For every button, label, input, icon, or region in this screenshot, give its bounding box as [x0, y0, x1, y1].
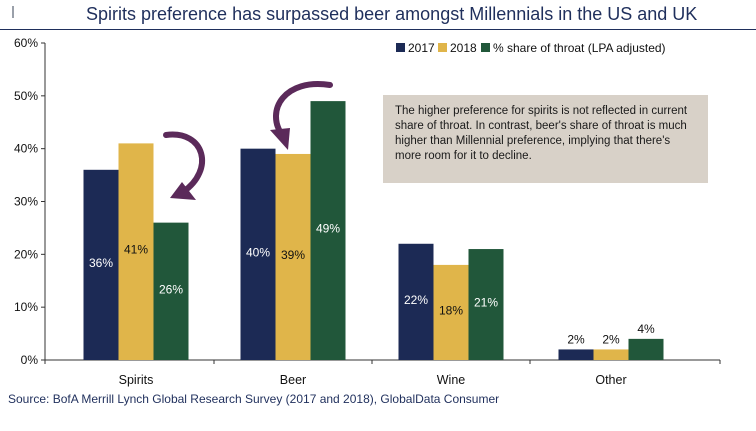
data-label: 39%	[281, 248, 305, 262]
data-label: 2%	[602, 332, 620, 346]
bar	[153, 222, 189, 360]
y-tick-label: 40%	[14, 142, 38, 156]
x-category-label: Spirits	[119, 373, 154, 387]
legend: 2017 2018 % share of throat (LPA adjusted)	[396, 41, 666, 55]
bar	[593, 349, 629, 360]
y-tick-label: 60%	[14, 36, 38, 50]
bar	[118, 143, 154, 360]
data-labels: 36% 40% 22% 2% 41% 39% 18% 2% 26% 49% 21% 4%	[89, 222, 655, 347]
data-label: 40%	[246, 245, 270, 259]
annotation-arrows	[163, 81, 333, 200]
title-bar: Spirits preference has surpassed beer am…	[0, 0, 756, 30]
arrow-spirits	[163, 131, 205, 195]
y-tick-label: 0%	[21, 353, 39, 367]
data-label: 22%	[404, 293, 428, 307]
legend-swatch	[396, 43, 405, 52]
axes: 0% 10% 20% 30% 40% 50% 60% Spirits Beer Wine Other	[14, 36, 721, 387]
bar	[83, 169, 119, 360]
bar	[433, 264, 469, 360]
data-label: 2%	[567, 332, 585, 346]
bar	[310, 101, 346, 360]
bar	[398, 243, 434, 360]
legend-swatch	[438, 43, 447, 52]
arrow-beer	[273, 81, 333, 138]
bar	[468, 249, 504, 360]
bar	[240, 148, 276, 360]
data-label: 41%	[124, 243, 148, 257]
arrow-spirits-head	[170, 182, 196, 200]
y-tick-label: 50%	[14, 89, 38, 103]
bar	[628, 338, 664, 360]
data-label: 36%	[89, 256, 113, 270]
data-label: 18%	[439, 303, 463, 317]
data-label: 49%	[316, 222, 340, 236]
legend-swatch	[481, 43, 490, 52]
title-rule	[0, 29, 756, 30]
x-category-label: Other	[595, 373, 626, 387]
data-label: 26%	[159, 282, 183, 296]
chart-title: Spirits preference has surpassed beer am…	[86, 4, 698, 24]
bars	[83, 101, 664, 360]
bar	[275, 153, 311, 360]
y-tick-label: 10%	[14, 300, 38, 314]
bar	[558, 349, 594, 360]
legend-label: % share of throat (LPA adjusted)	[493, 41, 666, 55]
y-tick-label: 20%	[14, 247, 38, 261]
legend-label: 2018	[450, 41, 477, 55]
y-tick-label: 30%	[14, 195, 38, 209]
title-marker	[12, 6, 14, 18]
source-note: Source: BofA Merrill Lynch Global Resear…	[8, 392, 500, 406]
arrow-beer-head	[270, 128, 290, 150]
annotation-box: The higher preference for spirits is not…	[383, 95, 708, 183]
legend-label: 2017	[408, 41, 435, 55]
x-category-label: Beer	[280, 373, 306, 387]
x-category-label: Wine	[437, 373, 466, 387]
data-label: 21%	[474, 296, 498, 310]
data-label: 4%	[637, 322, 655, 336]
